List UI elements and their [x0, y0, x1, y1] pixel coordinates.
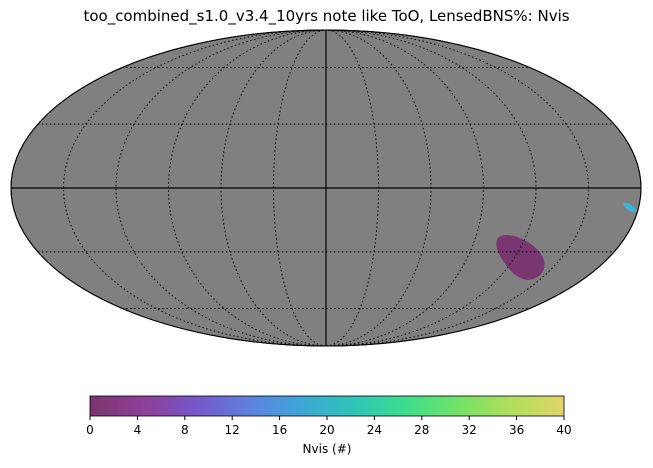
colorbar-tick-label: 16	[272, 423, 287, 437]
colorbar-tick-label: 4	[134, 423, 142, 437]
colorbar-tick-label: 8	[181, 423, 189, 437]
colorbar-tick-label: 0	[86, 423, 94, 437]
meridian-line	[325, 30, 380, 346]
region-small-patch	[623, 202, 637, 213]
colorbar-tick-label: 12	[225, 423, 240, 437]
colorbar	[89, 395, 565, 417]
plot-title: too_combined_s1.0_v3.4_10yrs note like T…	[83, 7, 570, 25]
sky-regions	[496, 202, 637, 280]
colorbar-label: Nvis (#)	[302, 442, 352, 456]
meridian-line	[272, 30, 327, 346]
colorbar-tick-label: 28	[414, 423, 429, 437]
colorbar-tick-label: 32	[462, 423, 477, 437]
colorbar-tick-label: 24	[367, 423, 382, 437]
sky-border	[10, 29, 642, 347]
colorbar-ticks: 0 4 8 12 16 20 24 28 32 36 40	[86, 416, 572, 437]
meridian-line	[167, 30, 327, 346]
colorbar-tick-label: 36	[509, 423, 524, 437]
meridian-line	[325, 30, 485, 346]
region-main-patch	[496, 235, 545, 280]
colorbar-tick-label: 20	[319, 423, 334, 437]
colorbar-tick-label: 40	[556, 423, 571, 437]
